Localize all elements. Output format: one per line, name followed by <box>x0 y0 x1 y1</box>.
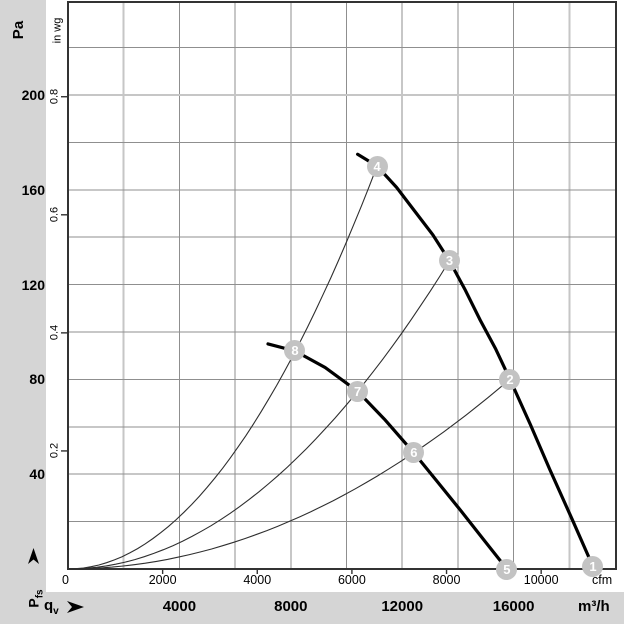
pa-tick-160: 160 <box>21 181 45 198</box>
system-curve-B <box>67 260 450 570</box>
plot-frame <box>67 1 617 570</box>
m3h-tick-4000: 4000 <box>162 598 197 615</box>
left-axis-band <box>0 0 46 624</box>
curve-marker-6: 6 <box>403 442 425 464</box>
inwg-unit-label: in wg <box>51 17 64 44</box>
plot-background <box>68 2 616 569</box>
cfm-tick-2000: 2000 <box>148 573 177 587</box>
pa-tick-200: 200 <box>21 87 45 103</box>
right-arrow-icon <box>66 601 84 613</box>
up-arrow-icon <box>28 548 39 564</box>
cfm-tick-10000: 10000 <box>523 573 559 587</box>
fan-curve-high-speed <box>356 152 595 569</box>
origin-zero-label: 0 <box>62 573 69 587</box>
pa-unit-label: Pa <box>10 20 27 40</box>
inwg-tick-0.2: 0.2 <box>48 443 61 459</box>
pa-tick-80: 80 <box>29 371 45 388</box>
cfm-tick-4000: 4000 <box>243 573 272 587</box>
system-curve-A <box>67 165 378 570</box>
curve-marker-7: 7 <box>347 380 369 402</box>
curve-marker-3: 3 <box>439 250 461 272</box>
inwg-tick-0.8: 0.8 <box>48 89 61 105</box>
fan-curve-low-speed <box>266 342 509 571</box>
cfm-tick-6000: 6000 <box>337 573 366 587</box>
curve-marker-8: 8 <box>284 340 306 362</box>
pressure-axis-label: Pfs <box>25 589 46 608</box>
pa-tick-40: 40 <box>29 466 45 483</box>
bottom-axis-band <box>0 592 624 624</box>
curve-marker-5: 5 <box>496 558 518 580</box>
flow-axis-label: qv <box>44 597 84 617</box>
curve-marker-2: 2 <box>499 368 521 390</box>
curve-marker-4: 4 <box>366 155 388 177</box>
cfm-unit-label: cfm <box>592 573 613 587</box>
cfm-tick-8000: 8000 <box>432 573 461 587</box>
system-curve-C <box>67 378 511 570</box>
curve-marker-1: 1 <box>582 556 604 578</box>
m3h-tick-12000: 12000 <box>381 598 424 615</box>
inwg-tick-0.6: 0.6 <box>48 207 61 223</box>
m3h-unit-label: m³/h <box>578 598 610 615</box>
inwg-tick-0.4: 0.4 <box>48 325 61 341</box>
pa-tick-120: 120 <box>21 276 45 293</box>
m3h-tick-8000: 8000 <box>274 598 308 615</box>
m3h-tick-16000: 16000 <box>492 598 535 615</box>
